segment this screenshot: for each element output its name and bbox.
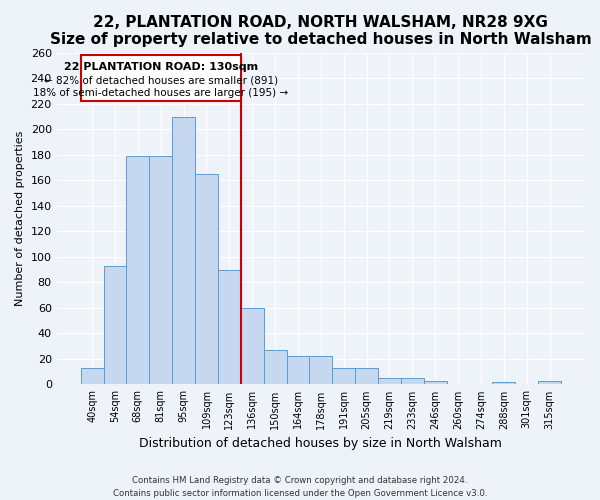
Bar: [538, 380, 561, 384]
Bar: [172, 116, 195, 384]
Text: Contains HM Land Registry data © Crown copyright and database right 2024.
Contai: Contains HM Land Registry data © Crown c…: [113, 476, 487, 498]
X-axis label: Distribution of detached houses by size in North Walsham: Distribution of detached houses by size …: [139, 437, 502, 450]
Bar: [241, 308, 263, 384]
Bar: [493, 382, 515, 384]
Bar: [378, 378, 401, 384]
Title: 22, PLANTATION ROAD, NORTH WALSHAM, NR28 9XG
Size of property relative to detach: 22, PLANTATION ROAD, NORTH WALSHAM, NR28…: [50, 15, 592, 48]
Bar: [401, 378, 424, 384]
Bar: [80, 56, 241, 101]
Bar: [355, 368, 378, 384]
Text: ← 82% of detached houses are smaller (891): ← 82% of detached houses are smaller (89…: [44, 76, 278, 86]
Bar: [195, 174, 218, 384]
Text: 18% of semi-detached houses are larger (195) →: 18% of semi-detached houses are larger (…: [33, 88, 288, 99]
Bar: [310, 356, 332, 384]
Bar: [287, 356, 310, 384]
Bar: [218, 270, 241, 384]
Bar: [104, 266, 127, 384]
Bar: [424, 380, 446, 384]
Y-axis label: Number of detached properties: Number of detached properties: [15, 131, 25, 306]
Bar: [263, 350, 287, 384]
Bar: [127, 156, 149, 384]
Text: 22 PLANTATION ROAD: 130sqm: 22 PLANTATION ROAD: 130sqm: [64, 62, 258, 72]
Bar: [332, 368, 355, 384]
Bar: [80, 368, 104, 384]
Bar: [149, 156, 172, 384]
